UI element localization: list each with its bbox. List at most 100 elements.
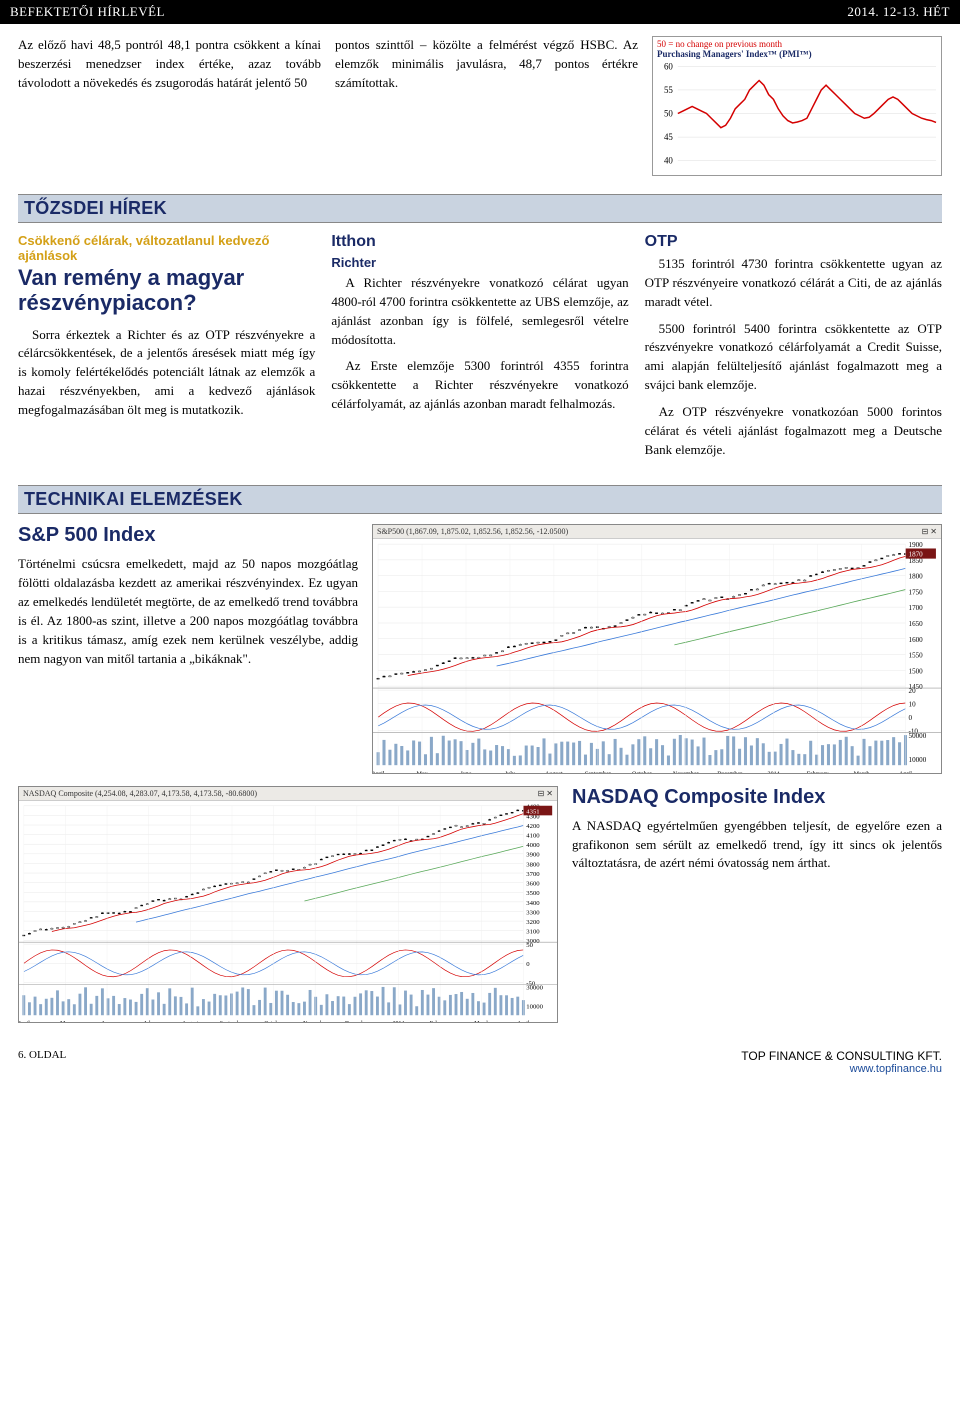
- svg-text:10000: 10000: [909, 757, 927, 765]
- nasdaq-chart: NASDAQ Composite (4,254.08, 4,283.07, 4,…: [18, 786, 558, 1023]
- col2-h1: Itthon: [331, 233, 628, 251]
- svg-text:July: July: [505, 772, 516, 773]
- svg-text:2014: 2014: [393, 1021, 405, 1022]
- svg-text:4000: 4000: [526, 842, 540, 849]
- sp500-chart: S&P500 (1,867.09, 1,875.02, 1,852.56, 1,…: [372, 524, 942, 773]
- svg-text:December: December: [717, 772, 742, 773]
- svg-text:July: July: [144, 1021, 154, 1022]
- svg-text:3500: 3500: [526, 890, 540, 897]
- tozsdei-col2: Itthon Richter A Richter részvényekre vo…: [331, 233, 628, 467]
- header-bar: BEFEKTETŐI HÍRLEVÉL 2014. 12-13. HÉT: [0, 0, 960, 24]
- svg-text:March: March: [854, 772, 870, 773]
- svg-text:April: April: [19, 1021, 30, 1022]
- svg-text:4200: 4200: [526, 823, 540, 830]
- svg-text:October: October: [632, 772, 652, 773]
- svg-text:3700: 3700: [526, 871, 540, 878]
- svg-text:10000: 10000: [526, 1003, 543, 1010]
- svg-text:April: April: [899, 772, 912, 773]
- svg-text:September: September: [220, 1021, 245, 1022]
- svg-text:1550: 1550: [909, 652, 924, 660]
- tozsdei-col3: OTP 5135 forintról 4730 forintra csökken…: [645, 233, 942, 467]
- section-bar-tozsdei: TŐZSDEI HÍREK: [18, 194, 942, 223]
- svg-text:50: 50: [664, 108, 673, 118]
- svg-text:1900: 1900: [909, 542, 924, 550]
- svg-text:45: 45: [664, 132, 673, 142]
- svg-text:4100: 4100: [526, 832, 540, 839]
- svg-text:October: October: [264, 1021, 283, 1022]
- svg-text:2014: 2014: [768, 772, 780, 773]
- col2-p2: Az Erste elemzője 5300 forintról 4355 fo…: [331, 357, 628, 414]
- pmi-title-navy: Purchasing Managers' Index™ (PMI™): [657, 49, 812, 59]
- col3-p2: 5500 forintról 5400 forintra csökkentett…: [645, 320, 942, 395]
- svg-text:3600: 3600: [526, 880, 540, 887]
- svg-text:May: May: [60, 1021, 71, 1022]
- svg-text:June: June: [102, 1021, 113, 1022]
- svg-text:February: February: [430, 1021, 451, 1022]
- svg-text:1650: 1650: [909, 620, 924, 628]
- footer: 6. OLDAL TOP FINANCE & CONSULTING KFT. w…: [0, 1041, 960, 1087]
- col3-h1: OTP: [645, 233, 942, 251]
- pmi-title-red: 50 = no change on previous month: [657, 39, 782, 49]
- nasdaq-svg: 3000310032003300340035003600370038003900…: [19, 801, 557, 1022]
- svg-text:June: June: [460, 772, 471, 773]
- article-title: Van remény a magyar részvénypiacon?: [18, 265, 315, 316]
- svg-text:November: November: [303, 1021, 327, 1022]
- svg-text:40: 40: [664, 156, 673, 166]
- svg-text:August: August: [182, 1021, 199, 1022]
- pmi-chart: 50 = no change on previous month Purchas…: [652, 36, 942, 176]
- section-title-tech: TECHNIKAI ELEMZÉSEK: [24, 489, 243, 509]
- nasdaq-p: A NASDAQ egyértelműen gyengébben teljesí…: [572, 817, 942, 874]
- nasdaq-text: NASDAQ Composite Index A NASDAQ egyértel…: [572, 786, 942, 1023]
- footer-url: www.topfinance.hu: [741, 1063, 942, 1075]
- intro-col2: pontos szinttől – közölte a felmérést vé…: [335, 36, 638, 176]
- yellow-sub: Csökkenő célárak, változatlanul kedvező …: [18, 233, 315, 263]
- tozsdei-col1: Csökkenő célárak, változatlanul kedvező …: [18, 233, 315, 467]
- svg-text:September: September: [585, 772, 611, 773]
- svg-text:0: 0: [526, 961, 530, 968]
- sp500-text: S&P 500 Index Történelmi csúcsra emelked…: [18, 524, 358, 773]
- footer-company: TOP FINANCE & CONSULTING KFT.: [741, 1049, 942, 1063]
- svg-text:3900: 3900: [526, 851, 540, 858]
- col3-p1: 5135 forintról 4730 forintra csökkentett…: [645, 255, 942, 312]
- section-title-tozsdei: TŐZSDEI HÍREK: [24, 198, 167, 218]
- section-bar-tech: TECHNIKAI ELEMZÉSEK: [18, 485, 942, 514]
- sp500-row: S&P 500 Index Történelmi csúcsra emelked…: [18, 524, 942, 773]
- svg-text:55: 55: [664, 85, 673, 95]
- svg-text:3400: 3400: [526, 899, 540, 906]
- svg-text:3100: 3100: [526, 928, 540, 935]
- sp500-svg: 1450150015501600165017001750180018501900…: [373, 539, 941, 772]
- tozsdei-columns: Csökkenő célárak, változatlanul kedvező …: [18, 233, 942, 467]
- col3-p3: Az OTP részvényekre vonatkozóan 5000 for…: [645, 403, 942, 460]
- svg-text:1870: 1870: [909, 551, 924, 559]
- nasdaq-chart-container: NASDAQ Composite (4,254.08, 4,283.07, 4,…: [18, 786, 558, 1023]
- svg-text:April: April: [373, 772, 385, 773]
- svg-text:April: April: [517, 1021, 530, 1022]
- svg-text:60: 60: [664, 61, 673, 71]
- nasdaq-row: NASDAQ Composite (4,254.08, 4,283.07, 4,…: [18, 786, 942, 1023]
- svg-text:3200: 3200: [526, 919, 540, 926]
- svg-text:May: May: [416, 772, 428, 773]
- svg-text:0: 0: [909, 715, 913, 723]
- footer-page: 6. OLDAL: [18, 1049, 66, 1075]
- sp500-chart-label: S&P500 (1,867.09, 1,875.02, 1,852.56, 1,…: [377, 527, 568, 536]
- svg-text:3300: 3300: [526, 909, 540, 916]
- svg-text:10: 10: [909, 701, 917, 709]
- svg-text:February: February: [807, 772, 830, 773]
- nasdaq-title: NASDAQ Composite Index: [572, 786, 942, 809]
- pmi-svg: 40 45 50 55 60: [653, 61, 941, 171]
- header-left: BEFEKTETŐI HÍRLEVÉL: [10, 4, 165, 20]
- svg-text:3800: 3800: [526, 861, 540, 868]
- svg-text:1800: 1800: [909, 573, 924, 581]
- col2-h2: Richter: [331, 255, 628, 270]
- sp500-p: Történelmi csúcsra emelkedett, majd az 5…: [18, 555, 358, 668]
- svg-text:December: December: [345, 1021, 369, 1022]
- col1-p: Sorra érkeztek a Richter és az OTP részv…: [18, 326, 315, 420]
- svg-text:March: March: [474, 1021, 489, 1022]
- svg-text:30000: 30000: [526, 984, 543, 991]
- sp500-chart-container: S&P500 (1,867.09, 1,875.02, 1,852.56, 1,…: [372, 524, 942, 773]
- svg-text:1600: 1600: [909, 636, 924, 644]
- svg-text:50: 50: [526, 942, 533, 949]
- intro-col1: Az előző havi 48,5 pontról 48,1 pontra c…: [18, 36, 321, 176]
- header-right: 2014. 12-13. HÉT: [847, 4, 950, 20]
- col2-p1: A Richter részvényekre vonatkozó célárat…: [331, 274, 628, 349]
